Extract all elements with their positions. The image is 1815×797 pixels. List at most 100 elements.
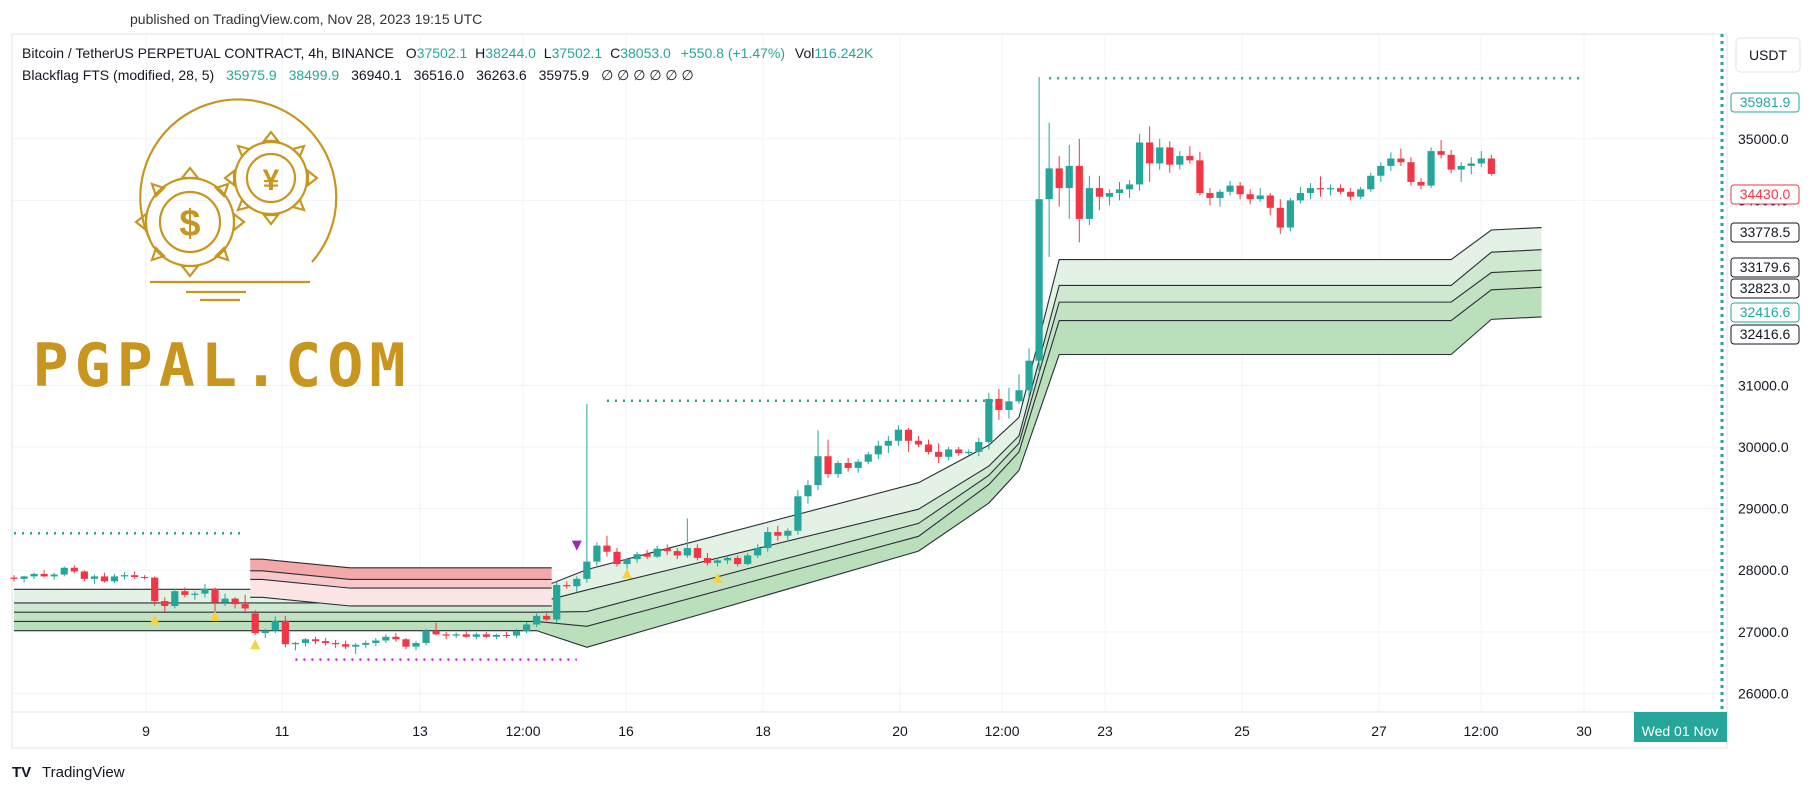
candle-body: [955, 449, 963, 454]
candle-body: [814, 456, 822, 486]
band-fill-3: [14, 270, 1542, 627]
candle-body: [472, 634, 480, 637]
candle-body: [1176, 156, 1184, 165]
x-tick-label: 16: [618, 723, 634, 739]
tradingview-brand[interactable]: TV TradingView: [12, 764, 125, 781]
indicator-value-2: 38499.9: [289, 67, 340, 83]
legend-h-value: 38244.0: [485, 45, 536, 61]
candle-body: [261, 630, 269, 634]
price-axis[interactable]: 26000.0 27000.0 28000.0 29000.0 30000.0 31000…: [1738, 131, 1789, 702]
candle-body: [583, 561, 591, 579]
candle-body: [804, 485, 812, 497]
price-labels: 35981.9 34430.0 33778.5 33179.6 32823.0 32416…: [1730, 92, 1800, 345]
price-label-box: [1730, 278, 1800, 299]
candle-body: [1387, 158, 1395, 166]
bear-band-line: [250, 570, 552, 581]
candle-body: [945, 449, 953, 457]
candle-body: [1266, 195, 1274, 208]
candle-body: [1427, 151, 1435, 186]
candle-body: [1326, 188, 1335, 190]
price-label-box: [1730, 92, 1800, 113]
candle-body: [924, 444, 933, 452]
bear-band-line: [250, 578, 552, 589]
candle-body: [1105, 193, 1114, 197]
legend-l-value: 37502.1: [552, 45, 603, 61]
candle-body: [553, 585, 561, 620]
candle-body: [593, 545, 601, 562]
candle-body: [522, 624, 531, 632]
candle-body: [1226, 185, 1234, 192]
candle-body: [352, 644, 360, 647]
candle-body: [191, 593, 199, 595]
candle-body: [1196, 160, 1204, 194]
candle-body: [181, 591, 189, 595]
candle-body: [1246, 194, 1254, 200]
signal-markers: [149, 540, 723, 650]
candle-body: [20, 576, 28, 579]
candle-body: [1125, 184, 1134, 190]
candle-body: [362, 642, 370, 645]
candle-body: [332, 642, 340, 645]
candle-body: [985, 398, 993, 443]
currency-button-label[interactable]: USDT: [1749, 47, 1788, 63]
indicator-value-3: 36940.1: [351, 67, 402, 83]
candle-body: [935, 451, 943, 457]
tradingview-logo-icon: TV: [12, 764, 31, 781]
legend-symbol: Bitcoin / TetherUS PERPETUAL CONTRACT, 4…: [22, 45, 394, 61]
yen-icon: ¥: [263, 164, 280, 197]
time-axis[interactable]: 9 11 13 12:00 16 18 20 12:00 23 25 27 12:00 30 Wed 01…: [142, 712, 1727, 742]
x-tick-label: 12:00: [505, 723, 540, 739]
candle-body: [1296, 193, 1304, 201]
candle-body: [1156, 147, 1164, 164]
price-label-box: [1730, 302, 1800, 323]
candle-body: [1286, 200, 1294, 228]
candle-body: [764, 532, 772, 549]
currency-button[interactable]: USDT: [1735, 37, 1801, 73]
triangle-down-icon: [571, 540, 582, 551]
x-tick-label: 13: [412, 723, 428, 739]
bear-band-line: [250, 596, 552, 607]
legend-vol-label: Vol: [795, 45, 814, 61]
candle-body: [382, 636, 390, 641]
candle-body: [1347, 191, 1355, 197]
candle-body: [1467, 163, 1475, 166]
circle-outline-icon: [139, 98, 338, 263]
indicator-name: Blackflag FTS (modified, 28, 5): [22, 67, 214, 83]
candle-body: [241, 604, 249, 609]
candle-body: [1115, 189, 1124, 194]
candle-body: [452, 634, 460, 636]
candle-body: [1045, 168, 1053, 200]
candle-body: [1206, 193, 1214, 198]
candle-body: [1276, 207, 1284, 228]
bear-band-line: [250, 558, 552, 569]
candle-body: [1316, 188, 1325, 190]
tradingview-brand-text[interactable]: TradingView: [42, 764, 125, 781]
candle-body: [543, 615, 551, 620]
x-tick-label: 27: [1371, 723, 1387, 739]
logo-base-lines: [150, 280, 310, 302]
triangle-up-icon: [210, 610, 220, 621]
candle-body: [231, 598, 239, 605]
candle-body: [1236, 185, 1244, 195]
triangle-up-icon: [250, 639, 261, 650]
candle-body: [372, 640, 380, 643]
y-tick-label: 30000.0: [1738, 439, 1789, 455]
candle-body: [281, 620, 289, 645]
candle-body: [141, 577, 149, 579]
candle-body: [1367, 175, 1375, 190]
candle-body: [110, 576, 119, 582]
x-tick-label: 18: [755, 723, 771, 739]
price-label-box: [1730, 222, 1800, 243]
candle-body: [1035, 199, 1043, 361]
candle-body: [40, 573, 48, 577]
indicator-value-1: 35975.9: [226, 67, 277, 83]
triangle-up-icon: [149, 614, 160, 625]
candle-body: [442, 634, 450, 636]
legend-h-label: H: [475, 45, 485, 61]
candle-body: [1397, 158, 1405, 163]
candle-body: [834, 462, 842, 475]
band-line: [14, 286, 1542, 627]
price-label-box: [1730, 184, 1800, 205]
candle-body: [844, 462, 852, 468]
